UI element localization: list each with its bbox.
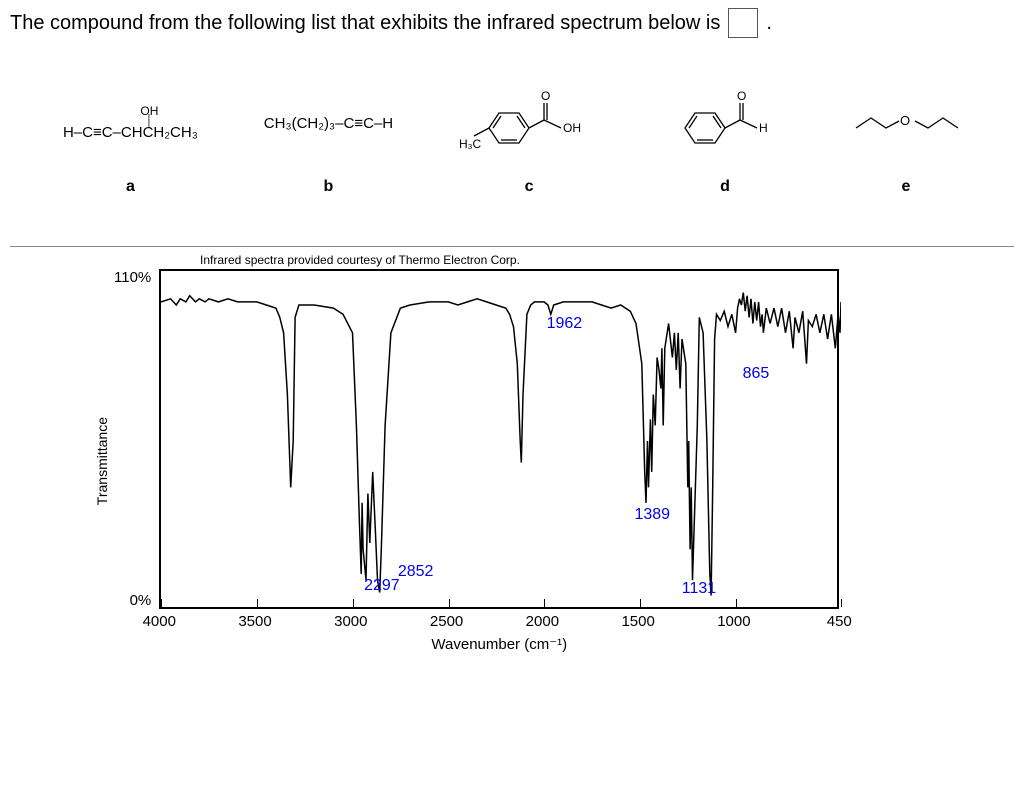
x-axis-label: Wavenumber (cm⁻¹) <box>159 635 839 653</box>
question-suffix: . <box>766 12 772 35</box>
compound-row: OH │ H–C≡C–CHCH₂CH₃ a CH₃(CH₂)₃–C≡C–H b <box>10 88 1014 196</box>
x-tick-label: 3000 <box>334 613 367 630</box>
compound-label-b: b <box>324 178 334 196</box>
x-tick-label: 4000 <box>143 613 176 630</box>
x-tickmark <box>841 599 842 607</box>
structure-e: O <box>851 88 961 158</box>
structure-a: OH │ H–C≡C–CHCH₂CH₃ <box>63 88 198 158</box>
compound-label-c: c <box>525 178 534 196</box>
compound-d: O H d <box>665 88 785 196</box>
compound-b: CH₃(CH₂)₃–C≡C–H b <box>264 88 393 196</box>
b-formula: CH₃(CH₂)₃–C≡C–H <box>264 115 393 132</box>
x-tick-label: 1000 <box>717 613 750 630</box>
x-tick-label: 3500 <box>238 613 271 630</box>
c-oh: OH <box>563 121 581 135</box>
answer-input-box[interactable] <box>728 8 758 38</box>
peak-label: 2852 <box>398 563 434 581</box>
structure-c: H₃C O OH <box>459 88 599 158</box>
compound-label-d: d <box>720 178 730 196</box>
peak-label: 865 <box>743 365 770 383</box>
compound-label-e: e <box>902 178 911 196</box>
compound-e: O e <box>851 88 961 196</box>
e-o: O <box>900 113 910 128</box>
compound-label-a: a <box>126 178 135 196</box>
ytick-top: 110% <box>114 269 151 286</box>
structure-e-svg: O <box>851 98 961 148</box>
structure-b: CH₃(CH₂)₃–C≡C–H <box>264 88 393 158</box>
d-h: H <box>759 121 768 135</box>
x-tick-label: 2500 <box>430 613 463 630</box>
y-axis-label: Transmittance <box>90 417 114 505</box>
spectrum-section: Infrared spectra provided courtesy of Th… <box>10 246 1014 653</box>
x-tick-label: 2000 <box>526 613 559 630</box>
peak-label: 1389 <box>634 506 670 524</box>
peak-label: 1962 <box>547 315 583 333</box>
ir-spectrum-plot: 1962 865 1389 28522297 1131 <box>159 269 839 609</box>
compound-a: OH │ H–C≡C–CHCH₂CH₃ a <box>63 88 198 196</box>
d-o: O <box>737 89 746 103</box>
structure-d-svg: O H <box>665 88 785 158</box>
peak-label: 2297 <box>364 577 400 595</box>
question-prefix: The compound from the following list tha… <box>10 12 720 35</box>
spectrum-caption: Infrared spectra provided courtesy of Th… <box>200 253 1014 267</box>
c-o: O <box>541 89 550 103</box>
question-text: The compound from the following list tha… <box>10 8 1014 38</box>
c-h3c: H₃C <box>459 137 482 151</box>
x-tick-label: 450 <box>827 613 852 630</box>
x-tick-label: 1500 <box>621 613 654 630</box>
y-ticks: 110% 0% <box>114 269 159 609</box>
a-formula: H–C≡C–CHCH₂CH₃ <box>63 124 198 142</box>
compound-c: H₃C O OH c <box>459 88 599 196</box>
ytick-bottom: 0% <box>114 592 151 609</box>
structure-c-svg: H₃C O OH <box>459 88 599 158</box>
peak-label: 1131 <box>682 580 716 598</box>
structure-d: O H <box>665 88 785 158</box>
